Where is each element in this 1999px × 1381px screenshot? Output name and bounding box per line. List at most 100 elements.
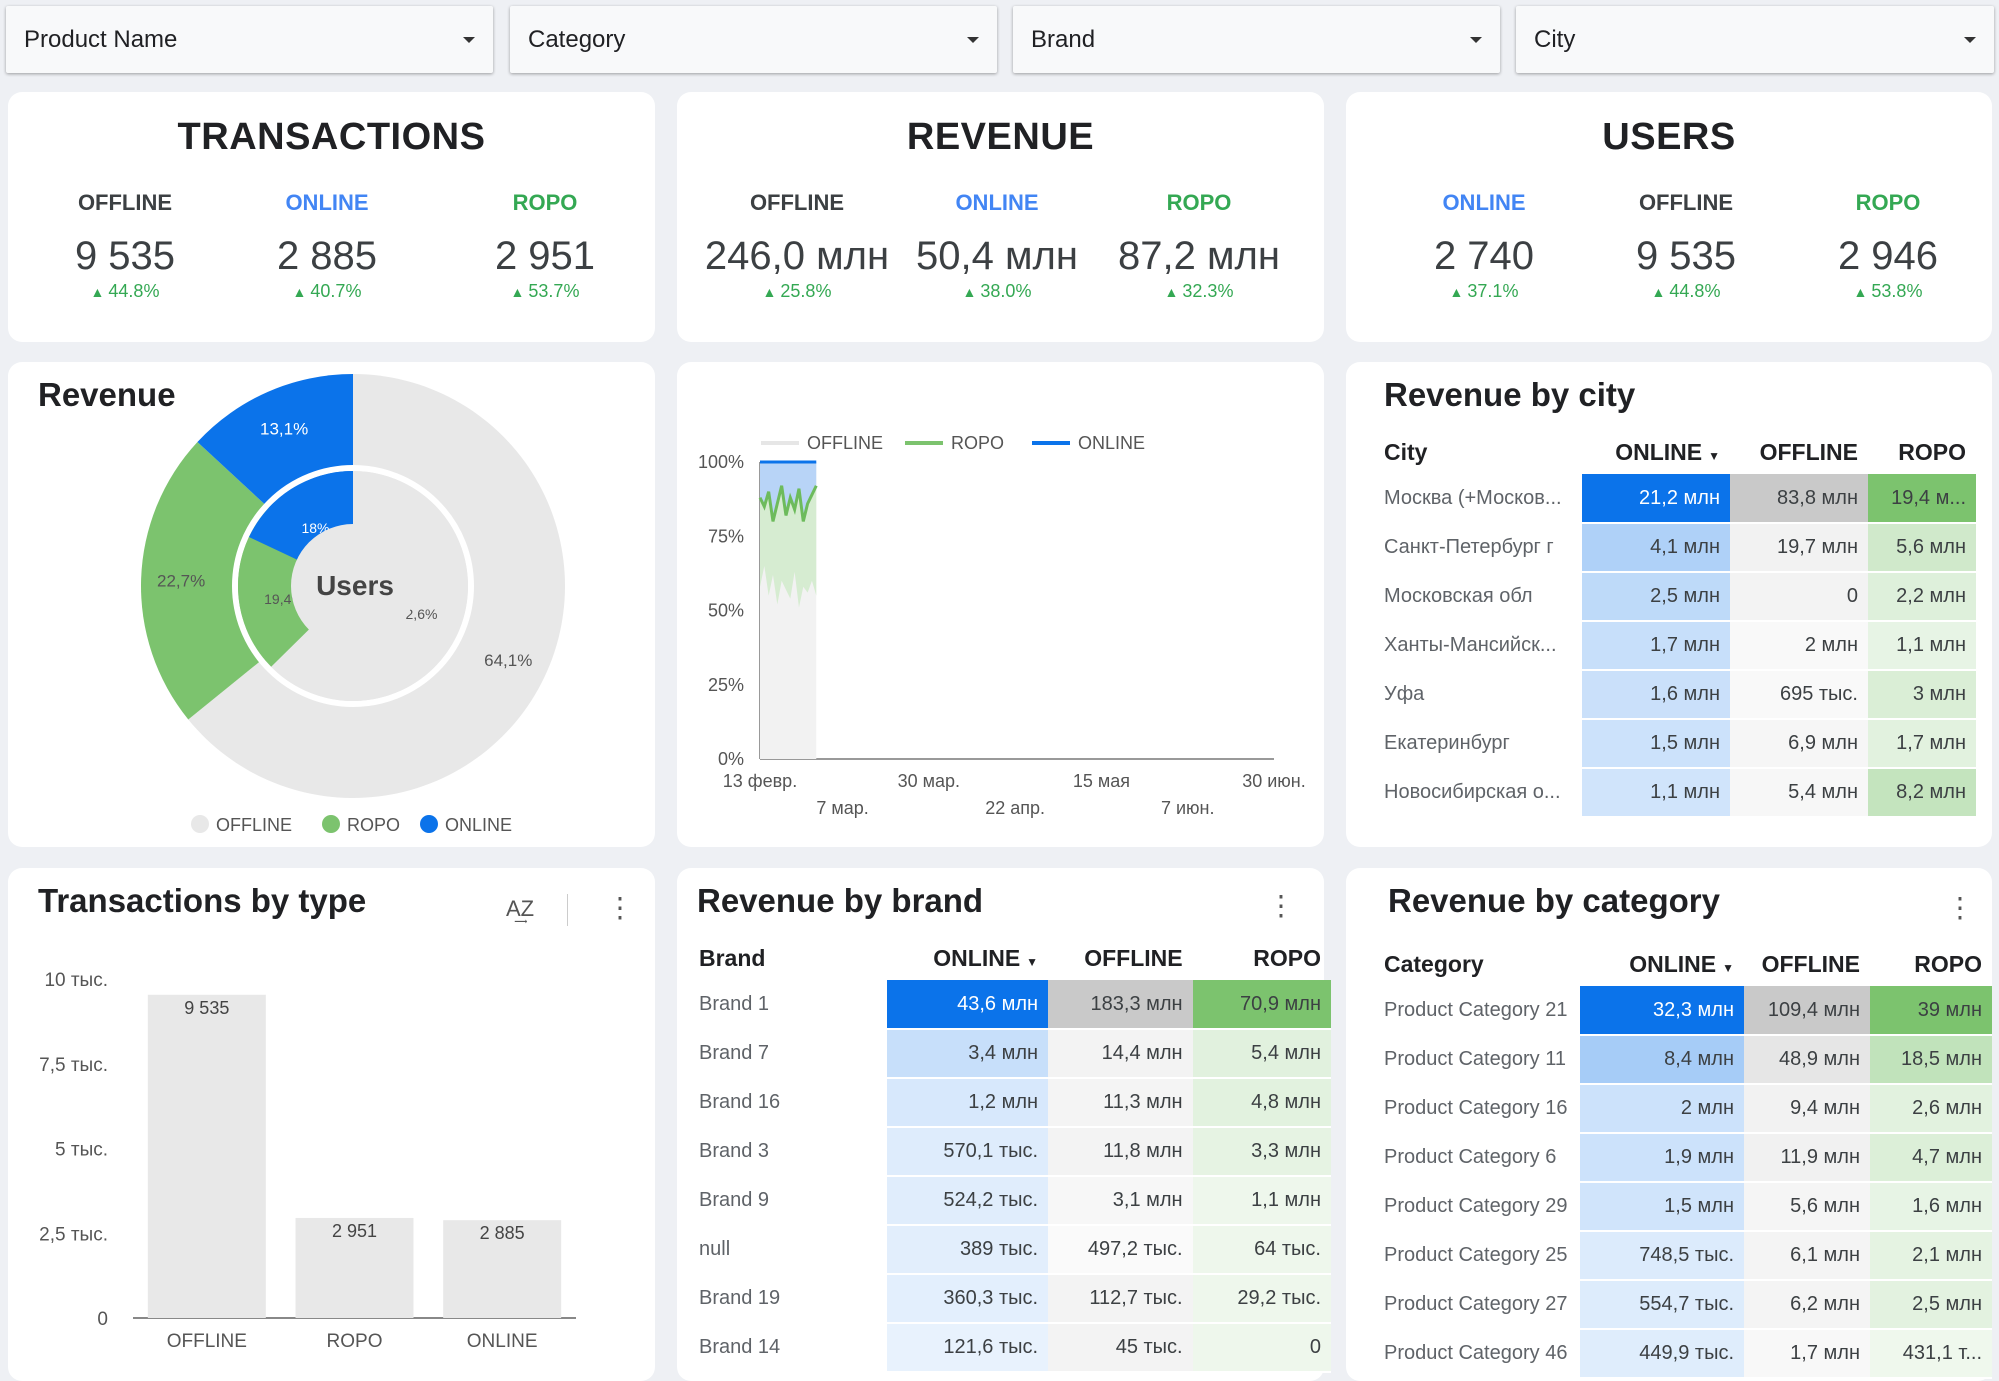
- table-row[interactable]: Product Category 16 2 млн 9,4 млн 2,6 млн: [1382, 1084, 1992, 1134]
- kpi-change: ▲ 40.7%: [212, 281, 442, 302]
- card-title: Transactions by type: [38, 882, 367, 919]
- column-header-online[interactable]: ONLINE ▼: [1582, 430, 1730, 474]
- column-header-ropo[interactable]: ROPO: [1870, 942, 1992, 986]
- cell-ropo: 4,7 млн: [1870, 1133, 1992, 1183]
- cell-online: 570,1 тыс.: [886, 1127, 1049, 1177]
- revenue-by-category-card: Revenue by category ⋮ Category ONLINE ▼ OFF…: [1346, 868, 1992, 1381]
- card-title: Revenue by category: [1388, 882, 1720, 919]
- cell-online: 4,1 млн: [1582, 523, 1730, 573]
- table-row[interactable]: Уфа 1,6 млн 695 тыс. 3 млн: [1382, 670, 1976, 720]
- table-row[interactable]: Brand 9 524,2 тыс. 3,1 млн 1,1 млн: [697, 1176, 1331, 1226]
- table-row[interactable]: Product Category 25 748,5 тыс. 6,1 млн 2,1 …: [1382, 1231, 1992, 1281]
- y-tick-label: 7,5 тыс.: [39, 1055, 108, 1076]
- filter-product-name[interactable]: Product Name: [6, 6, 493, 73]
- arrow-up-icon: ▲: [510, 284, 525, 300]
- chevron-down-icon: [1470, 36, 1482, 43]
- table-row[interactable]: Москва (+Москов... 21,2 млн 83,8 млн 19,4 м…: [1382, 474, 1976, 524]
- row-name: Brand 9: [697, 1176, 887, 1226]
- kpi-change: ▲ 44.8%: [10, 281, 240, 302]
- column-header-label: ROPO: [1898, 438, 1966, 465]
- table-row[interactable]: Санкт-Петербург г 4,1 млн 19,7 млн 5,6 млн: [1382, 523, 1976, 573]
- cell-ropo: 1,7 млн: [1868, 719, 1976, 769]
- kpi-value: 87,2 млн: [1118, 234, 1280, 278]
- x-tick-label: 30 мар.: [898, 771, 960, 791]
- kpi-title: TRANSACTIONS: [177, 116, 486, 158]
- chevron-down-icon: [463, 36, 475, 43]
- kpi-change: ▲ 37.1%: [1369, 281, 1599, 302]
- filter-city[interactable]: City: [1516, 6, 1994, 73]
- table-row[interactable]: Product Category 21 32,3 млн 109,4 млн 39 м…: [1382, 986, 1992, 1036]
- column-header-online[interactable]: ONLINE ▼: [887, 936, 1048, 980]
- table-row[interactable]: Екатеринбург 1,5 млн 6,9 млн 1,7 млн: [1382, 719, 1976, 769]
- kpi-label: OFFLINE: [77, 190, 173, 215]
- revenue-by-city-table: City ONLINE ▼ OFFLINE ROPO Москва (+Москов...…: [1382, 430, 1976, 818]
- table-row[interactable]: Brand 16 1,2 млн 11,3 млн 4,8 млн: [697, 1078, 1331, 1128]
- kpi-value: 2 951: [494, 234, 596, 278]
- sort-az-icon[interactable]: A͢Z: [506, 896, 535, 921]
- table-row[interactable]: Product Category 6 1,9 млн 11,9 млн 4,7 млн: [1382, 1133, 1992, 1183]
- column-header-label: ONLINE: [1629, 950, 1717, 977]
- kpi-label: ONLINE: [955, 190, 1039, 215]
- row-name: Product Category 16: [1382, 1084, 1580, 1134]
- cell-ropo: 3 млн: [1868, 670, 1976, 720]
- arrow-up-icon: ▲: [1449, 284, 1464, 300]
- row-name: Brand 19: [697, 1274, 887, 1324]
- row-name: null: [697, 1225, 887, 1275]
- kpi-metric: ONLINE 50,4 млн ▲ 38.0%: [882, 190, 1112, 302]
- table-row[interactable]: Product Category 46 449,9 тыс. 1,7 млн 431,…: [1382, 1329, 1992, 1379]
- kpi-change: ▲ 44.8%: [1571, 281, 1801, 302]
- cell-ropo: 39 млн: [1870, 986, 1992, 1036]
- filter-category[interactable]: Category: [510, 6, 997, 73]
- legend-dot-online: [420, 815, 438, 833]
- column-header-ropo[interactable]: ROPO: [1193, 936, 1331, 980]
- column-header-city[interactable]: City: [1382, 430, 1582, 474]
- table-row[interactable]: Новосибирская о... 1,1 млн 5,4 млн 8,2 млн: [1382, 768, 1976, 818]
- filter-label: City: [1534, 25, 1576, 53]
- table-row[interactable]: Brand 14 121,6 тыс. 45 тыс. 0: [697, 1323, 1331, 1373]
- table-row[interactable]: null 389 тыс. 497,2 тыс. 64 тыс.: [697, 1225, 1331, 1275]
- column-header-category[interactable]: Category: [1382, 942, 1580, 986]
- table-row[interactable]: Ханты-Мансийск... 1,7 млн 2 млн 1,1 млн: [1382, 621, 1976, 671]
- y-tick-label: 25%: [708, 675, 744, 695]
- kpi-metric: ONLINE 2 885 ▲ 40.7%: [212, 190, 442, 302]
- more-menu-icon[interactable]: ⋮: [1946, 892, 1974, 923]
- cell-ropo: 29,2 тыс.: [1192, 1274, 1331, 1324]
- column-header-brand[interactable]: Brand: [697, 936, 887, 980]
- table-row[interactable]: Brand 3 570,1 тыс. 11,8 млн 3,3 млн: [697, 1127, 1331, 1177]
- cell-offline: 5,4 млн: [1730, 768, 1868, 818]
- y-tick-label: 100%: [698, 452, 744, 472]
- more-menu-icon[interactable]: ⋮: [1267, 890, 1295, 921]
- table-row[interactable]: Product Category 11 8,4 млн 48,9 млн 18,5 м…: [1382, 1035, 1992, 1085]
- cell-ropo: 0: [1192, 1323, 1331, 1373]
- column-header-offline[interactable]: OFFLINE: [1730, 430, 1868, 474]
- cell-online: 524,2 тыс.: [886, 1176, 1049, 1226]
- table-row[interactable]: Московская обл 2,5 млн 0 2,2 млн: [1382, 572, 1976, 622]
- table-row[interactable]: Product Category 27 554,7 тыс. 6,2 млн 2,5 …: [1382, 1280, 1992, 1330]
- cell-ropo: 2,6 млн: [1870, 1084, 1992, 1134]
- cell-online: 2 млн: [1580, 1084, 1744, 1134]
- kpi-label: ROPO: [1166, 190, 1232, 215]
- sort-desc-icon: ▼: [1708, 448, 1720, 463]
- x-tick-label: ROPO: [327, 1331, 383, 1352]
- cell-online: 8,4 млн: [1580, 1035, 1744, 1085]
- table-row[interactable]: Brand 19 360,3 тыс. 112,7 тыс. 29,2 тыс.: [697, 1274, 1331, 1324]
- cell-online: 3,4 млн: [886, 1029, 1049, 1079]
- kpi-label: ROPO: [512, 190, 578, 215]
- cell-ropo: 2,5 млн: [1870, 1280, 1992, 1330]
- line-ropo: [758, 485, 818, 522]
- table-row[interactable]: Brand 7 3,4 млн 14,4 млн 5,4 млн: [697, 1029, 1331, 1079]
- column-header-offline[interactable]: OFFLINE: [1048, 936, 1193, 980]
- table-row[interactable]: Brand 1 43,6 млн 183,3 млн 70,9 млн: [697, 980, 1331, 1030]
- column-header-ropo[interactable]: ROPO: [1868, 430, 1976, 474]
- table-row[interactable]: Product Category 29 1,5 млн 5,6 млн 1,6 млн: [1382, 1182, 1992, 1232]
- chevron-down-icon: [1964, 36, 1976, 43]
- cell-ropo: 5,6 млн: [1868, 523, 1976, 573]
- column-header-online[interactable]: ONLINE ▼: [1580, 942, 1744, 986]
- more-menu-icon[interactable]: ⋮: [606, 892, 634, 923]
- cell-online: 1,6 млн: [1582, 670, 1730, 720]
- filter-brand[interactable]: Brand: [1013, 6, 1500, 73]
- legend-label: ROPO: [951, 433, 1004, 453]
- donut-slice-label: 13,1%: [260, 419, 308, 438]
- column-header-offline[interactable]: OFFLINE: [1744, 942, 1870, 986]
- cell-online: 1,2 млн: [886, 1078, 1049, 1128]
